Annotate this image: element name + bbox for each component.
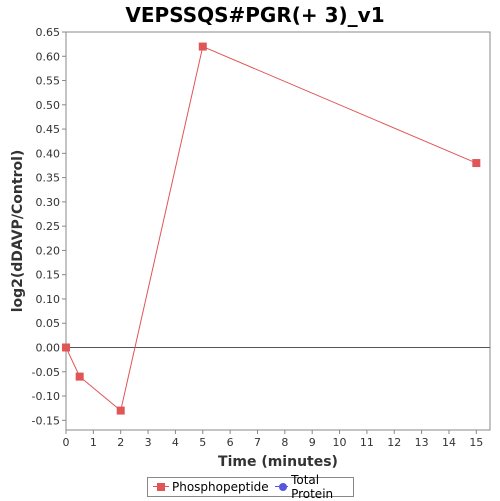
y-tick-label: -0.15 bbox=[32, 414, 60, 427]
y-tick-label: 0.15 bbox=[36, 269, 61, 282]
x-tick-label: 12 bbox=[387, 436, 401, 449]
x-tick-label: 1 bbox=[90, 436, 97, 449]
x-tick-label: 6 bbox=[227, 436, 234, 449]
data-point-phosphopeptide bbox=[116, 406, 125, 415]
x-tick-label: 8 bbox=[281, 436, 288, 449]
x-axis-ticks: 0 1 2 3 4 5 6 7 8 9 10 11 12 13 14 15 bbox=[63, 430, 483, 449]
x-tick-label: 2 bbox=[117, 436, 124, 449]
chart-title: VEPSSQS#PGR(+ 3)_v1 bbox=[125, 3, 384, 27]
y-axis-ticks: -0.15 -0.10 -0.05 0.00 0.05 0.10 0.15 0.20 0.25 0… bbox=[32, 26, 66, 427]
y-tick-label: 0.65 bbox=[36, 26, 61, 39]
x-tick-label: 15 bbox=[469, 436, 483, 449]
series-group bbox=[62, 42, 481, 415]
data-point-phosphopeptide bbox=[62, 343, 70, 352]
y-tick-label: -0.05 bbox=[32, 366, 60, 379]
legend-label-phosphopeptide: Phosphopeptide bbox=[172, 480, 269, 494]
x-axis-label: Time (minutes) bbox=[218, 454, 338, 470]
y-tick-label: 0.45 bbox=[36, 123, 61, 136]
x-tick-label: 7 bbox=[254, 436, 261, 449]
x-tick-label: 10 bbox=[333, 436, 347, 449]
x-tick-label: 13 bbox=[415, 436, 429, 449]
y-tick-label: -0.10 bbox=[32, 390, 60, 403]
y-tick-label: 0.05 bbox=[36, 317, 61, 330]
x-tick-label: 11 bbox=[360, 436, 374, 449]
y-tick-label: 0.35 bbox=[36, 172, 61, 185]
legend: Phosphopeptide Total Protein bbox=[147, 473, 354, 501]
legend-item-total-protein: Total Protein bbox=[274, 473, 353, 501]
y-tick-label: 0.50 bbox=[36, 99, 61, 112]
data-point-phosphopeptide bbox=[75, 372, 84, 381]
y-tick-label: 0.10 bbox=[36, 293, 61, 306]
y-tick-label: 0.40 bbox=[36, 147, 61, 160]
legend-item-phosphopeptide: Phosphopeptide bbox=[153, 480, 269, 494]
y-tick-label: 0.60 bbox=[36, 50, 61, 63]
y-tick-label: 0.25 bbox=[36, 220, 61, 233]
x-tick-label: 9 bbox=[309, 436, 316, 449]
y-tick-label: 0.30 bbox=[36, 196, 61, 209]
y-axis-label: log2(dDAVP/Control) bbox=[10, 150, 26, 313]
x-tick-label: 5 bbox=[199, 436, 206, 449]
x-tick-label: 3 bbox=[145, 436, 152, 449]
y-tick-label: 0.55 bbox=[36, 75, 61, 88]
plot-area bbox=[65, 31, 491, 431]
data-point-phosphopeptide bbox=[472, 159, 481, 168]
x-tick-label: 4 bbox=[172, 436, 179, 449]
legend-swatch-phosphopeptide bbox=[153, 482, 169, 492]
x-tick-label: 0 bbox=[63, 436, 70, 449]
legend-swatch-total-protein bbox=[274, 482, 289, 492]
data-point-phosphopeptide bbox=[198, 42, 207, 51]
y-tick-label: 0.20 bbox=[36, 244, 61, 257]
legend-label-total-protein: Total Protein bbox=[291, 473, 334, 501]
y-tick-label: 0.00 bbox=[36, 341, 61, 354]
x-tick-label: 14 bbox=[442, 436, 456, 449]
